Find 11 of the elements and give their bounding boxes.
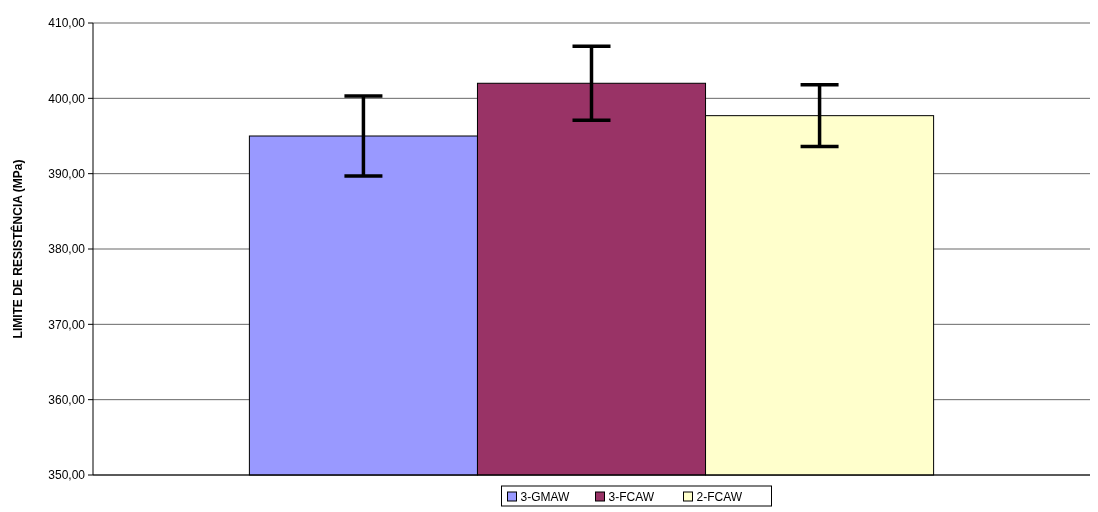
- y-tick-label: 350,00: [48, 468, 86, 483]
- y-axis-title: LIMITE DE RESISTÊNCIA (MPa): [10, 159, 25, 339]
- y-tick-label: 390,00: [48, 166, 86, 181]
- y-tick-label: 400,00: [48, 91, 86, 106]
- y-tick-label: 410,00: [48, 16, 86, 31]
- y-tick-label: 360,00: [48, 392, 86, 407]
- y-tick-label: 370,00: [48, 317, 86, 332]
- legend-label: 2-FCAW: [696, 490, 743, 504]
- legend-label: 3-FCAW: [608, 490, 655, 504]
- y-tick-label: 380,00: [48, 242, 86, 257]
- legend-label: 3-GMAW: [520, 490, 571, 504]
